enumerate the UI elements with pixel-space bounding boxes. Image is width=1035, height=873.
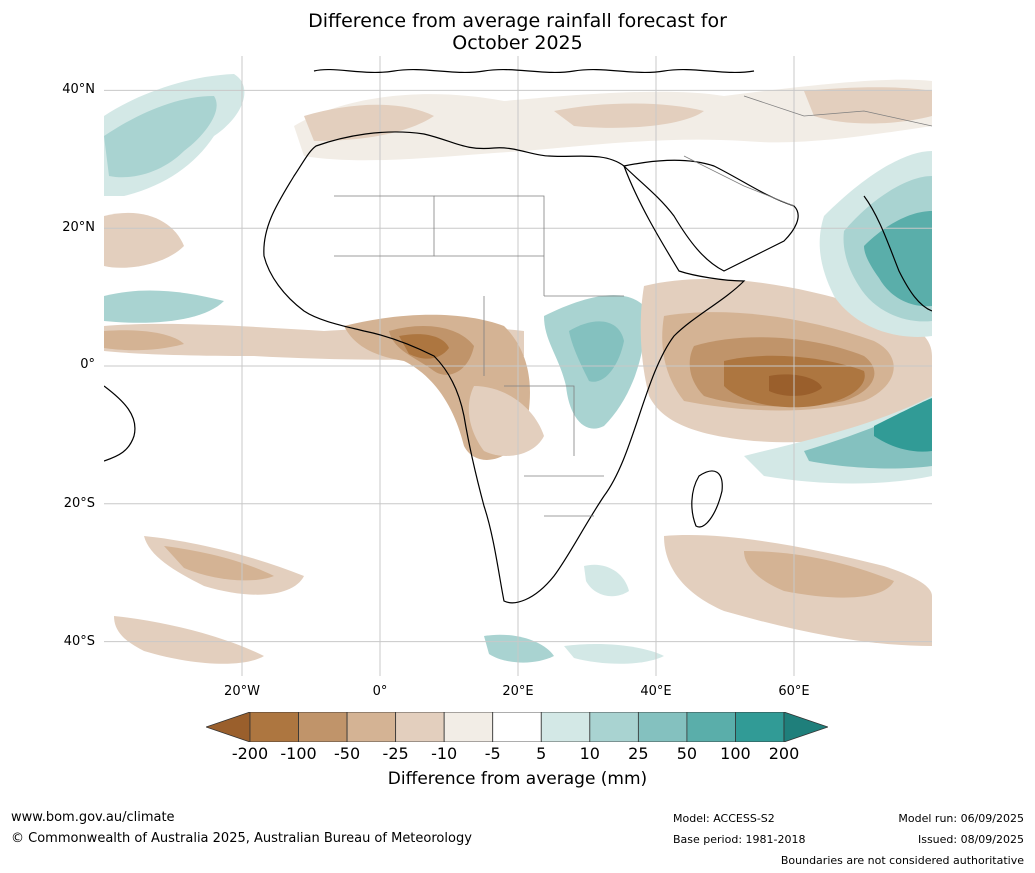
madagascar-coastline (691, 470, 723, 528)
colorbar-swatch (492, 712, 542, 742)
title-line-2: October 2025 (452, 32, 583, 54)
colorbar-swatch (443, 712, 494, 742)
lon-label-20w: 20°W (224, 684, 260, 699)
colorbar-tick-label: 50 (676, 744, 698, 763)
footer-base-period: Base period: 1981-2018 (673, 833, 806, 846)
colorbar-swatch (298, 712, 348, 742)
footer-model-run: Model run: 06/09/2025 (898, 812, 1024, 825)
colorbar-title: Difference from average (mm) (387, 769, 648, 789)
south-america-coastline (104, 385, 136, 462)
colorbar (206, 712, 828, 742)
anomaly-shading (104, 74, 932, 664)
lon-label-20e: 20°E (502, 684, 534, 699)
colorbar-tick-label: -25 (382, 744, 409, 763)
colorbar-tick-label: -100 (280, 744, 317, 763)
colorbar-tick-label: -200 (231, 744, 269, 763)
colorbar-tick-label: -50 (334, 744, 361, 763)
colorbar-tick-label: 100 (720, 744, 751, 763)
lon-label-40e: 40°E (640, 684, 672, 699)
colorbar-tick-label: 25 (628, 744, 649, 763)
colorbar-swatch (637, 712, 688, 742)
lat-label-0: 0° (80, 357, 95, 372)
lat-label-40n: 40°N (62, 82, 95, 97)
europe-coastline (313, 68, 755, 74)
colorbar-tick-label: 10 (579, 744, 600, 763)
lon-label-60e: 60°E (778, 684, 810, 699)
colorbar-swatch (540, 712, 591, 742)
footer-copyright: © Commonwealth of Australia 2025, Austra… (11, 831, 472, 846)
footer-url: www.bom.gov.au/climate (11, 810, 175, 825)
africa-coastline (263, 131, 746, 604)
colorbar-tick-label: 5 (536, 744, 547, 763)
colorbar-tick-label: -5 (484, 744, 501, 763)
colorbar-swatch (735, 712, 785, 742)
coastlines (104, 68, 932, 604)
lat-label-40s: 40°S (63, 634, 95, 649)
footer-disclaimer: Boundaries are not considered authoritat… (780, 854, 1024, 867)
colorbar-swatch (346, 712, 397, 742)
colorbar-extend-low (206, 712, 251, 742)
arabia-coastline (622, 159, 799, 272)
lat-label-20s: 20°S (63, 496, 95, 511)
colorbar-extend-high (783, 712, 828, 742)
rainfall-anomaly-map (104, 56, 932, 676)
colorbar-swatch (395, 712, 445, 742)
colorbar-swatch (686, 712, 736, 742)
footer-issued: Issued: 08/09/2025 (917, 833, 1024, 846)
footer-model: Model: ACCESS-S2 (673, 812, 775, 825)
colorbar-tick-label: 200 (768, 744, 800, 763)
india-coastline (863, 195, 932, 312)
country-borders (334, 95, 932, 517)
colorbar-tick-label: -10 (431, 744, 458, 763)
anomaly-tropical-atlantic-dry (104, 212, 184, 268)
title-line-1: Difference from average rainfall forecas… (308, 10, 727, 32)
colorbar-swatch (249, 712, 299, 742)
anomaly-southern-africa-dry (468, 386, 544, 456)
lon-label-0: 0° (372, 684, 388, 699)
lat-label-20n: 20°N (62, 220, 95, 235)
colorbar-swatch (589, 712, 639, 742)
map-title: Difference from average rainfall forecas… (0, 10, 1035, 54)
